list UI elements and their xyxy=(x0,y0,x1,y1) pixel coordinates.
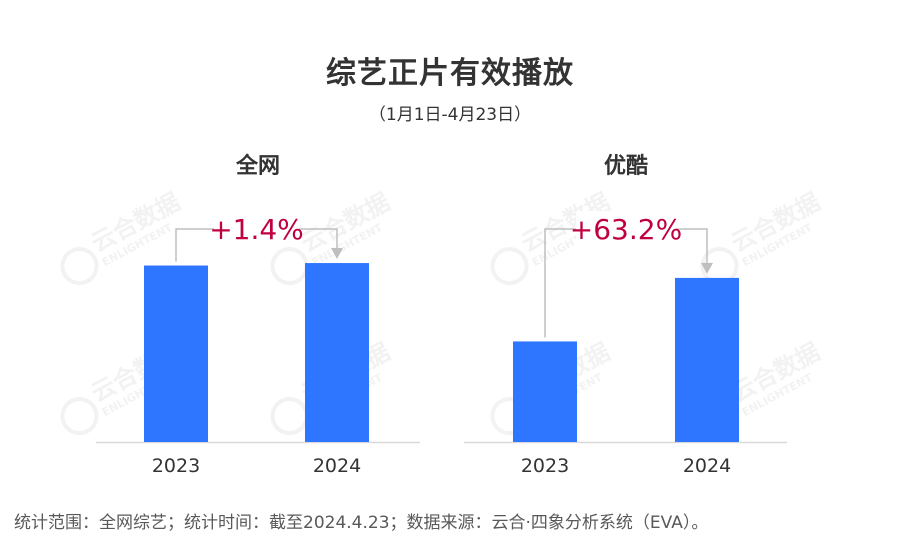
bar-2024 xyxy=(305,263,369,442)
x-tick-label: 2024 xyxy=(313,455,361,477)
change-label: +63.2% xyxy=(570,213,682,246)
watermark-logo-icon xyxy=(270,247,309,286)
x-tick-label: 2024 xyxy=(683,455,731,477)
change-label: +1.4% xyxy=(209,213,304,246)
chart-title: 综艺正片有效播放 xyxy=(326,56,574,91)
change-label-bg xyxy=(214,211,299,247)
x-tick-label: 2023 xyxy=(152,455,200,477)
panel-youku: 优酷 2023 2024 +63.2% xyxy=(464,153,787,477)
footnote: 统计范围：全网综艺；统计时间：截至2024.4.23；数据来源：云合·四象分析系… xyxy=(14,513,709,533)
watermark-logo-icon xyxy=(490,247,529,286)
arrow-head-icon xyxy=(701,262,713,274)
bar-2023 xyxy=(513,341,577,442)
bar-2023 xyxy=(144,265,208,442)
watermark-logo-icon xyxy=(270,397,309,436)
watermark-logo-icon xyxy=(60,247,99,286)
arrow-head-icon xyxy=(331,248,343,260)
watermark-logo-icon xyxy=(60,397,99,436)
panel-title: 优酷 xyxy=(604,153,648,179)
panel-title: 全网 xyxy=(235,153,280,179)
chart-subtitle: （1月1日-4月23日） xyxy=(368,105,532,125)
panel-quanwang: 全网 2023 2024 +1.4% xyxy=(96,153,420,477)
x-tick-label: 2023 xyxy=(521,455,569,477)
change-label-bg xyxy=(576,211,676,247)
bar-2024 xyxy=(675,277,739,442)
